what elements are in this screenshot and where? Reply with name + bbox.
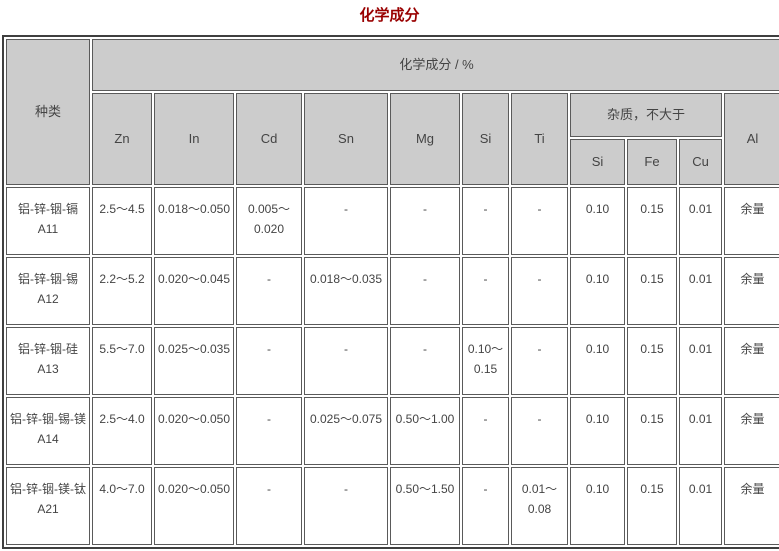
table-cell: - [304, 467, 388, 545]
table-cell: - [236, 257, 302, 325]
table-cell: 0.018～0.035 [304, 257, 388, 325]
row-header: 铝-锌-铟-镁-钛 A21 [6, 467, 90, 545]
header-ti: Ti [511, 93, 568, 185]
header-al: Al [724, 93, 779, 185]
table-cell: - [462, 257, 509, 325]
table-cell: - [511, 187, 568, 255]
table-cell: - [304, 327, 388, 395]
table-cell: - [304, 187, 388, 255]
table-cell: - [390, 327, 460, 395]
header-cd: Cd [236, 93, 302, 185]
table-cell: - [462, 187, 509, 255]
table-cell: 5.5～7.0 [92, 327, 152, 395]
table-cell: 0.025～0.035 [154, 327, 234, 395]
table-cell: 0.01 [679, 257, 722, 325]
table-cell: 0.10 [570, 187, 625, 255]
row-header: 铝-锌-铟-锡-镁 A14 [6, 397, 90, 465]
table-row-a14: 铝-锌-铟-锡-镁 A14 2.5～4.0 0.020～0.050 - 0.02… [6, 397, 779, 465]
table-row-a12: 铝-锌-铟-锡 A12 2.2～5.2 0.020～0.045 - 0.018～… [6, 257, 779, 325]
header-row-2: Zn In Cd Sn Mg Si Ti 杂质，不大于 Al [6, 93, 779, 185]
table-cell: 4.0～7.0 [92, 467, 152, 545]
row-header: 铝-锌-铟-硅 A13 [6, 327, 90, 395]
table-cell: 0.15 [627, 397, 677, 465]
table-cell: 余量 [724, 327, 779, 395]
page-title: 化学成分 [359, 7, 420, 24]
table-cell: 0.020～0.050 [154, 397, 234, 465]
header-group-composition: 化学成分 / % [92, 39, 779, 91]
header-row-3: Si Fe Cu [6, 139, 779, 185]
header-mg: Mg [390, 93, 460, 185]
table-cell: 余量 [724, 467, 779, 545]
chemical-composition-table: 种类 化学成分 / % Zn In Cd Sn Mg Si Ti 杂质，不大于 … [2, 35, 779, 549]
table-cell: - [236, 467, 302, 545]
table-cell: 2.5～4.0 [92, 397, 152, 465]
table-cell: 0.10 [570, 327, 625, 395]
header-zn: Zn [92, 93, 152, 185]
header-si: Si [462, 93, 509, 185]
header-impurity-fe: Fe [627, 139, 677, 185]
table-cell: 0.01 [679, 187, 722, 255]
table-cell: - [390, 257, 460, 325]
table-cell: 0.020～0.050 [154, 467, 234, 545]
table-cell: - [511, 397, 568, 465]
table-cell: 余量 [724, 397, 779, 465]
table-cell: 2.5～4.5 [92, 187, 152, 255]
table-cell: - [511, 327, 568, 395]
header-row-1: 种类 化学成分 / % [6, 39, 779, 185]
table-cell: - [236, 397, 302, 465]
row-header: 铝-锌-铟-镉 A11 [6, 187, 90, 255]
table-cell: - [462, 397, 509, 465]
table-row-a21: 铝-锌-铟-镁-钛 A21 4.0～7.0 0.020～0.050 - - 0.… [6, 467, 779, 545]
table-cell: - [390, 187, 460, 255]
table-cell: 余量 [724, 187, 779, 255]
table-cell: 0.01 [679, 467, 722, 545]
table-cell: 0.01 [679, 327, 722, 395]
table-cell: 0.10 [570, 397, 625, 465]
table-cell: 0.10 [570, 467, 625, 545]
table-cell: 余量 [724, 257, 779, 325]
header-impurity-si: Si [570, 139, 625, 185]
table-cell: 0.15 [627, 187, 677, 255]
header-kind: 种类 [6, 39, 90, 185]
header-impurity-cu: Cu [679, 139, 722, 185]
table-cell: 0.10 [570, 257, 625, 325]
table-cell: 0.10～ 0.15 [462, 327, 509, 395]
row-header: 铝-锌-铟-锡 A12 [6, 257, 90, 325]
table-cell: 0.50～1.00 [390, 397, 460, 465]
table-cell: - [511, 257, 568, 325]
table-cell: 0.15 [627, 257, 677, 325]
table-cell: 0.005～ 0.020 [236, 187, 302, 255]
table-cell: 0.15 [627, 327, 677, 395]
table-cell: 0.025～0.075 [304, 397, 388, 465]
table-cell: 0.01～ 0.08 [511, 467, 568, 545]
table-cell: - [236, 327, 302, 395]
table-cell: 0.15 [627, 467, 677, 545]
table-cell: 0.50～1.50 [390, 467, 460, 545]
table-cell: - [462, 467, 509, 545]
table-cell: 0.01 [679, 397, 722, 465]
table-cell: 2.2～5.2 [92, 257, 152, 325]
table-cell: 0.018～0.050 [154, 187, 234, 255]
header-sn: Sn [304, 93, 388, 185]
header-impurity-group: 杂质，不大于 [570, 93, 722, 137]
table-row-a13: 铝-锌-铟-硅 A13 5.5～7.0 0.025～0.035 - - - 0.… [6, 327, 779, 395]
header-in: In [154, 93, 234, 185]
table-row-a11: 铝-锌-铟-镉 A11 2.5～4.5 0.018～0.050 0.005～ 0… [6, 187, 779, 255]
table-cell: 0.020～0.045 [154, 257, 234, 325]
